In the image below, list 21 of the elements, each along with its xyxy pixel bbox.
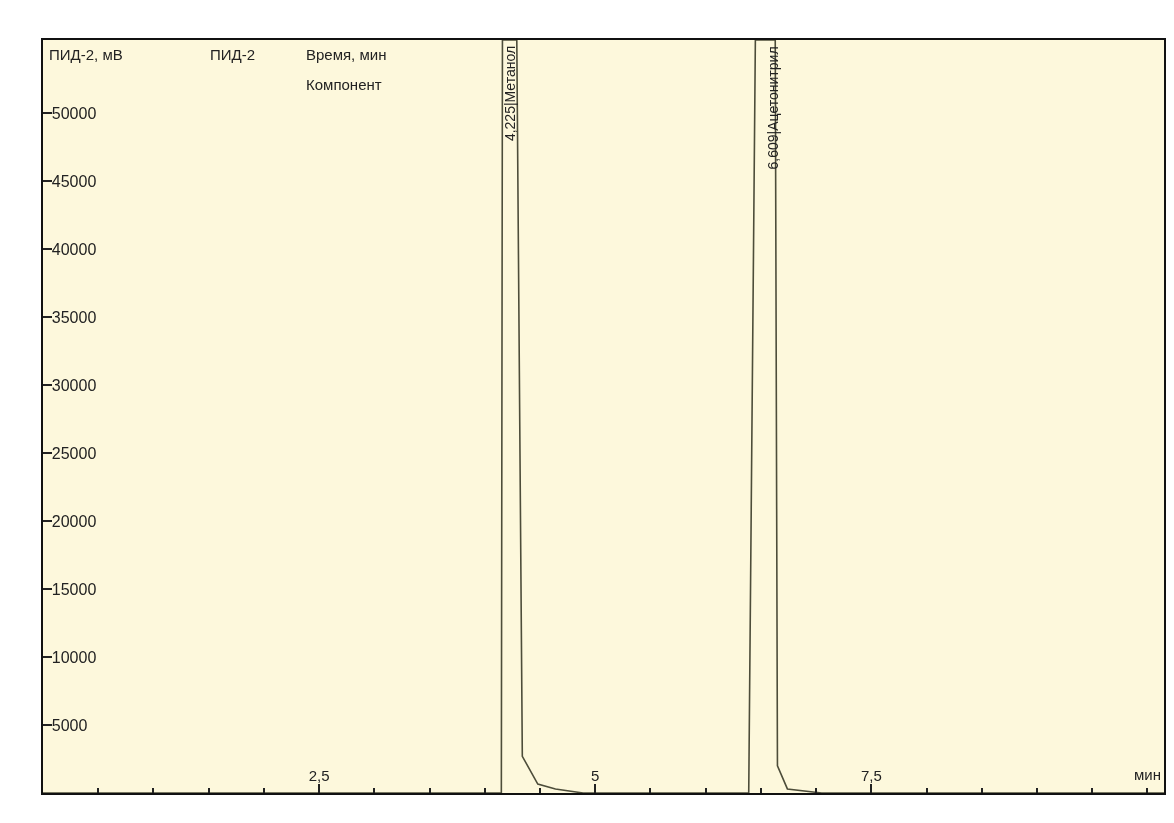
y-tick-label: 15000 bbox=[51, 580, 97, 598]
y-tick-label: 5000 bbox=[51, 716, 88, 734]
y-tick-label: 20000 bbox=[51, 512, 97, 530]
line-series bbox=[43, 40, 1164, 793]
y-axis-title: ПИД-2, мВ bbox=[49, 46, 123, 63]
y-tick-label: 35000 bbox=[51, 308, 97, 326]
y-tick-label: 50000 bbox=[51, 105, 97, 122]
x-tick-label: 5 bbox=[591, 767, 600, 784]
y-tick-label: 25000 bbox=[51, 444, 97, 462]
annotation: Компонент bbox=[306, 76, 382, 93]
annotation: 4,225|Метанол bbox=[502, 45, 519, 142]
y-tick-label: 40000 bbox=[51, 240, 97, 258]
y-tick-label: 30000 bbox=[51, 376, 97, 394]
y-tick-label: 45000 bbox=[51, 172, 97, 190]
x-tick-label: 7,5 bbox=[860, 767, 882, 784]
annotation: 6,609|Ацетонитрил bbox=[765, 46, 782, 170]
y-tick-label: 10000 bbox=[51, 648, 97, 666]
x-axis-title: мин bbox=[1134, 766, 1161, 783]
x-tick-label: 2,5 bbox=[308, 767, 330, 784]
annotation: ПИД-2 bbox=[210, 46, 256, 63]
annotation: Время, мин bbox=[306, 46, 387, 63]
